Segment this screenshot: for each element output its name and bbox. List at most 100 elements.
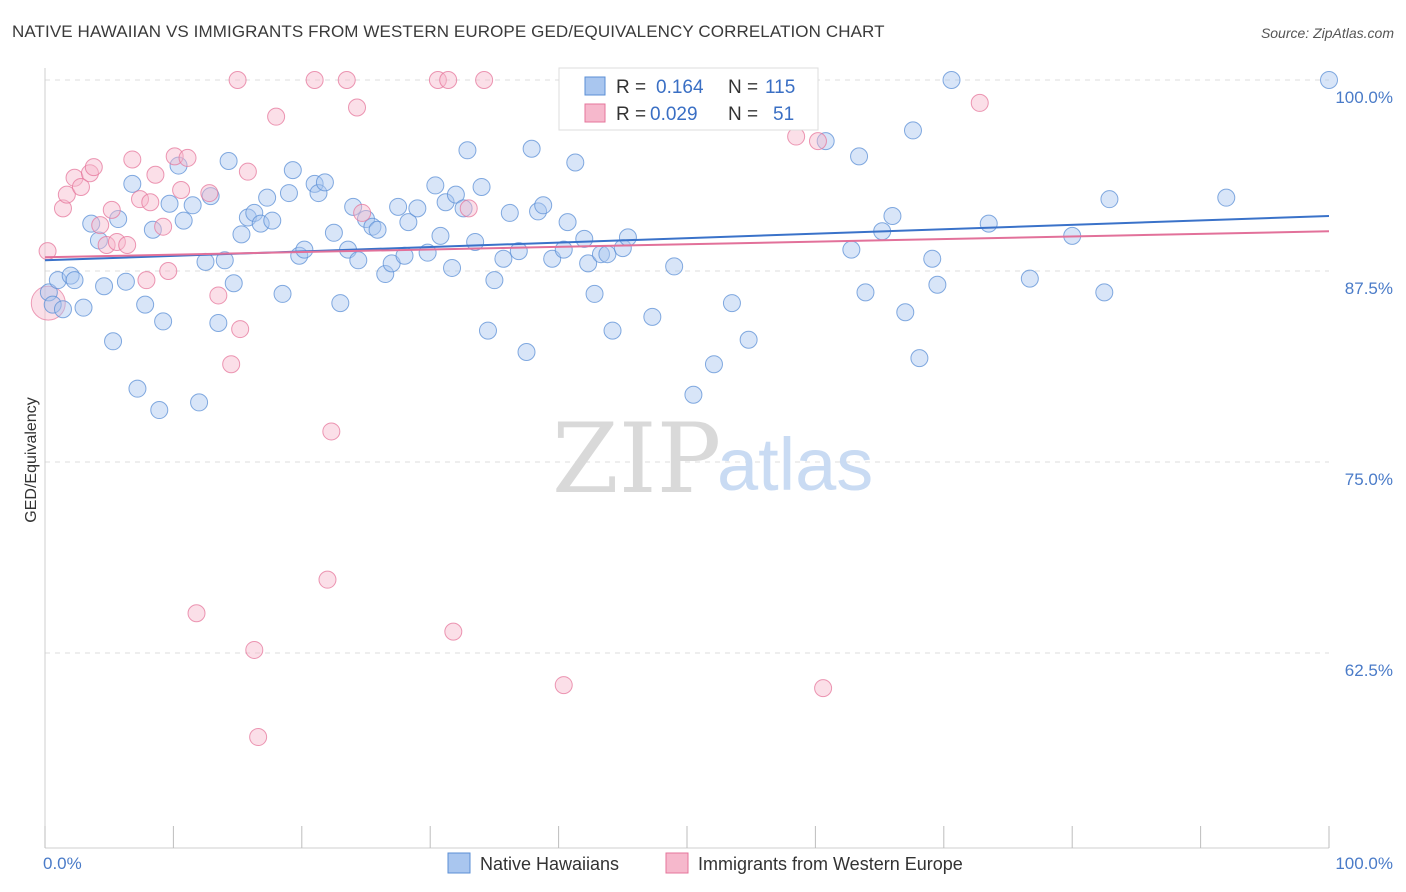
legend-r-value-2: 0.029	[650, 104, 698, 125]
series-0-point-111	[1095, 283, 1114, 302]
series-1-point-25	[222, 355, 241, 374]
series-1-point-50	[970, 93, 989, 112]
series-1-point-39	[439, 71, 458, 89]
series-0-point-79	[558, 213, 577, 232]
series-0-point-19	[160, 194, 179, 213]
series-1-point-37	[353, 203, 372, 222]
series-0-point-63	[446, 185, 465, 204]
series-1-point-29	[245, 640, 264, 659]
series-0-point-15	[136, 295, 155, 314]
series-1-point-30	[249, 728, 268, 747]
source-credit: Source: ZipAtlas.com	[1260, 25, 1394, 41]
bottom-legend-swatch-blue	[447, 852, 471, 874]
series-0-point-44	[324, 223, 343, 242]
series-0-point-43	[315, 173, 334, 192]
legend-box: R = 0.164 N = 115 R = 0.029 N = 51	[558, 67, 819, 131]
bottom-legend-label-pink: Immigrants from Western Europe	[698, 854, 963, 874]
legend-r-value-1: 0.164	[656, 77, 704, 98]
series-0-point-112	[1100, 190, 1119, 209]
series-1-point-2	[57, 185, 76, 204]
series-1-point-40	[444, 622, 463, 641]
series-0-point-94	[739, 330, 758, 349]
series-0-point-64	[454, 199, 473, 218]
series-0-point-40	[295, 240, 314, 259]
series-0-point-78	[554, 240, 573, 259]
series-0-point-14	[128, 379, 147, 398]
bottom-legend: Native Hawaiians Immigrants from Western…	[447, 852, 963, 874]
series-0-point-104	[910, 349, 929, 368]
legend-n-label-1: N =	[728, 77, 758, 98]
bottom-legend-swatch-pink	[665, 852, 689, 874]
series-0-point-82	[579, 254, 598, 273]
series-0-point-98	[850, 147, 869, 166]
series-0-point-7	[82, 214, 101, 233]
watermark: ZIP atlas	[552, 403, 873, 515]
series-1-point-10	[107, 232, 126, 251]
series-0-point-91	[684, 385, 703, 404]
series-1-point-27	[231, 320, 250, 339]
series-0-point-76	[534, 196, 553, 215]
series-0-point-13	[123, 174, 142, 193]
series-1-point-14	[137, 271, 156, 290]
series-1-point-36	[348, 98, 367, 117]
series-1-point-1	[53, 199, 72, 218]
series-0-point-88	[618, 228, 637, 247]
legend-n-label-2: N =	[728, 104, 758, 125]
series-0-point-75	[529, 202, 548, 221]
series-0-point-37	[279, 184, 298, 203]
series-0-point-48	[349, 251, 368, 270]
series-0-point-101	[883, 206, 902, 225]
series-1-point-33	[318, 570, 337, 589]
series-0-point-90	[665, 257, 684, 276]
series-0-point-20	[169, 156, 188, 175]
watermark-atlas: atlas	[717, 423, 873, 506]
series-0-point-36	[273, 284, 292, 303]
legend-r-label-2: R =	[616, 104, 646, 125]
legend-n-value-1: 115	[765, 77, 795, 98]
series-0-point-27	[215, 251, 234, 270]
series-0-point-3	[53, 300, 72, 319]
series-1-point-38	[428, 71, 447, 89]
series-0-point-25	[201, 187, 220, 206]
series-0-point-106	[928, 275, 947, 294]
series-0-point-54	[389, 197, 408, 216]
chart-title: NATIVE HAWAIIAN VS IMMIGRANTS FROM WESTE…	[12, 22, 885, 41]
series-0-point-21	[174, 211, 193, 230]
y-tick-label-0: 100.0%	[1335, 88, 1393, 107]
series-1-point-13	[131, 190, 150, 209]
series-0-point-11	[109, 210, 128, 229]
series-0-point-99	[856, 283, 875, 302]
series-0-point-10	[104, 332, 123, 351]
series-0-point-29	[224, 274, 243, 293]
series-0-point-56	[399, 213, 418, 232]
series-0-point-57	[408, 199, 427, 218]
series-1-point-47	[787, 127, 806, 146]
y-tick-label-3: 62.5%	[1345, 661, 1393, 680]
series-0-point-26	[209, 313, 228, 332]
series-0-point-58	[418, 243, 437, 262]
series-0-point-83	[585, 284, 604, 303]
series-0-point-33	[251, 214, 270, 233]
series-0-point-5	[65, 271, 84, 290]
series-1-point-26	[228, 71, 247, 89]
series-1-point-7	[91, 216, 110, 235]
x-tick-label-1: 100.0%	[1335, 854, 1393, 873]
series-1-point-31	[267, 107, 286, 126]
series-0-point-32	[245, 203, 264, 222]
series-1-point-19	[165, 147, 184, 166]
series-0-point-16	[143, 220, 162, 239]
trend-lines	[44, 214, 1330, 262]
series-1-point-17	[154, 217, 173, 236]
legend-swatch-blue	[584, 76, 606, 96]
series-0-point-105	[923, 249, 942, 268]
trend-line-1	[44, 230, 1330, 259]
series-0-point-107	[942, 71, 961, 89]
series-1-point-9	[102, 200, 121, 219]
series-1-point-22	[187, 604, 206, 623]
series-0-point-38	[283, 161, 302, 180]
series-1-point-12	[123, 150, 142, 169]
series-0-point-72	[509, 242, 528, 261]
series-1-point-41	[459, 199, 478, 218]
series-0-point-52	[376, 265, 395, 284]
